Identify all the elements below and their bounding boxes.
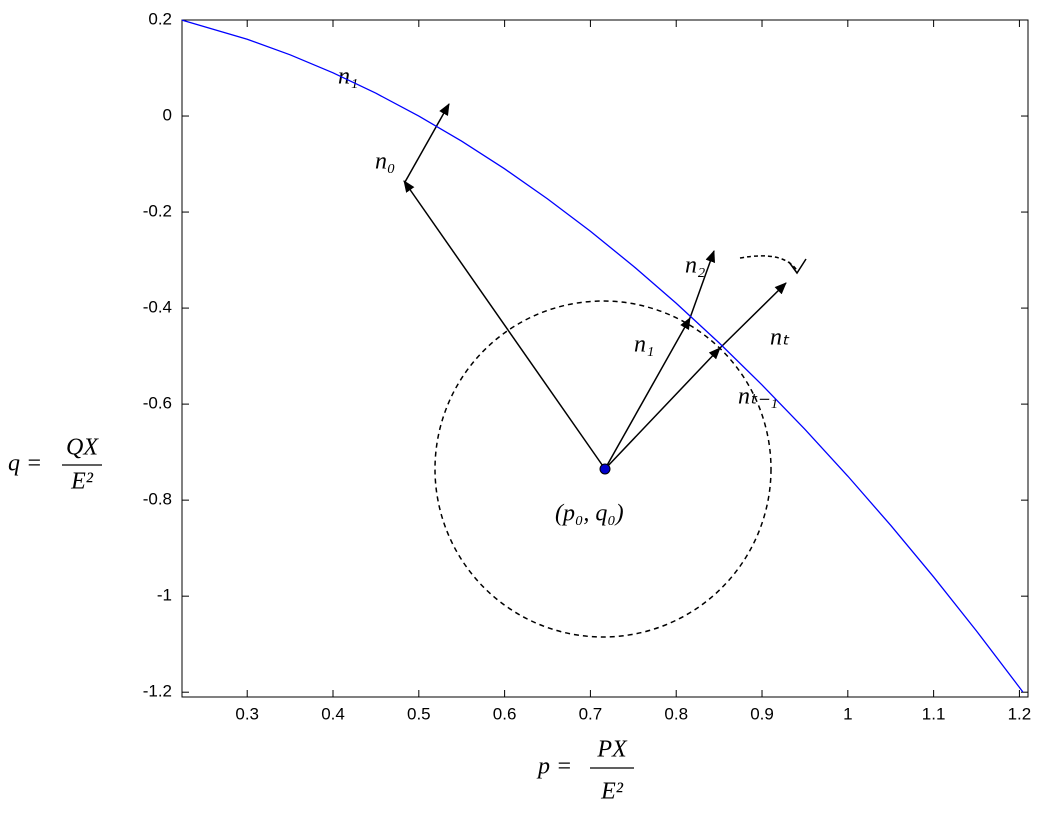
x-tick-label: 0.8: [664, 704, 688, 723]
dashed-circle: [434, 300, 772, 638]
center-point: [599, 463, 611, 475]
y-label: q =: [8, 451, 42, 477]
y-tick-label: -1.2: [143, 682, 172, 701]
x-label: PX: [596, 737, 628, 763]
y-tick-label: -0.8: [143, 490, 172, 509]
x-tick-label: 1.1: [922, 704, 946, 723]
annotation: n₂: [685, 253, 705, 279]
y-tick-label: 0: [163, 106, 172, 125]
annotation: nₜ₋₁: [738, 384, 778, 410]
y-tick-label: 0.2: [148, 9, 172, 28]
y-tick-label: -0.4: [143, 298, 172, 317]
annotation: (p₀, q₀): [555, 501, 624, 527]
x-tick-label: 0.5: [407, 704, 431, 723]
annotation: n₀: [375, 149, 395, 175]
x-label: E²: [600, 779, 624, 805]
curve: [181, 19, 1024, 693]
x-tick-label: 1: [843, 704, 852, 723]
x-tick-label: 1.2: [1008, 704, 1032, 723]
y-label: E²: [70, 469, 94, 495]
y-tick-label: -1: [157, 586, 172, 605]
annotation: n₁: [634, 332, 654, 358]
x-tick-label: 0.3: [235, 704, 259, 723]
x-label: p =: [536, 754, 572, 780]
annotation: nₜ: [770, 325, 790, 351]
x-tick-label: 0.7: [579, 704, 603, 723]
x-tick-label: 0.9: [750, 704, 774, 723]
y-tick-label: -0.2: [143, 202, 172, 221]
arrows: [403, 103, 807, 470]
y-label: QX: [66, 435, 99, 461]
plot-frame: [181, 19, 1029, 698]
y-tick-label: -0.6: [143, 394, 172, 413]
x-tick-label: 0.6: [493, 704, 517, 723]
x-tick-label: 0.4: [321, 704, 345, 723]
